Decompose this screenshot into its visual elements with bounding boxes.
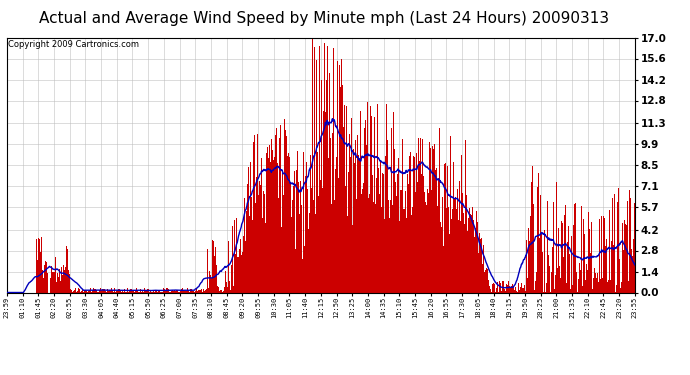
Text: Actual and Average Wind Speed by Minute mph (Last 24 Hours) 20090313: Actual and Average Wind Speed by Minute … [39,11,609,26]
Text: Copyright 2009 Cartronics.com: Copyright 2009 Cartronics.com [8,40,139,49]
